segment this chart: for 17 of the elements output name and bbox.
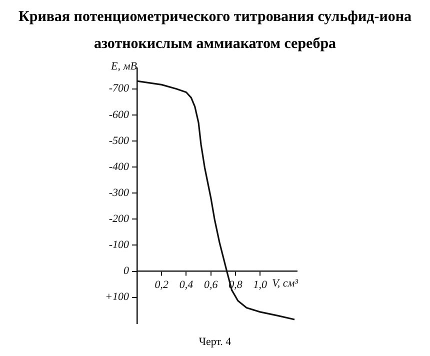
y-tick-label: -500 <box>108 134 130 147</box>
y-tick-label: -700 <box>108 82 130 95</box>
x-tick-label: 0,2 <box>154 278 169 291</box>
y-tick-label: 0 <box>124 265 130 278</box>
x-tick-label: 1,0 <box>253 278 268 291</box>
x-tick-label: 0,4 <box>179 278 194 291</box>
x-axis-title: V, см³ <box>272 278 299 290</box>
x-tick-label: 0,6 <box>204 278 218 291</box>
y-tick-label: -400 <box>108 160 130 173</box>
text: Черт. 4 <box>198 336 232 348</box>
y-tick-label: +100 <box>105 291 130 304</box>
y-axis-title: E, мВ <box>110 60 138 72</box>
y-tick-label: -200 <box>108 213 130 226</box>
y-tick-label: -100 <box>108 239 130 252</box>
y-tick-label: -300 <box>108 186 130 199</box>
y-tick-label: -600 <box>108 108 130 121</box>
chart-title: Кривая потенциометрического титрования сульфид-иона азотнокислым аммиакатом серебра <box>17 8 413 54</box>
